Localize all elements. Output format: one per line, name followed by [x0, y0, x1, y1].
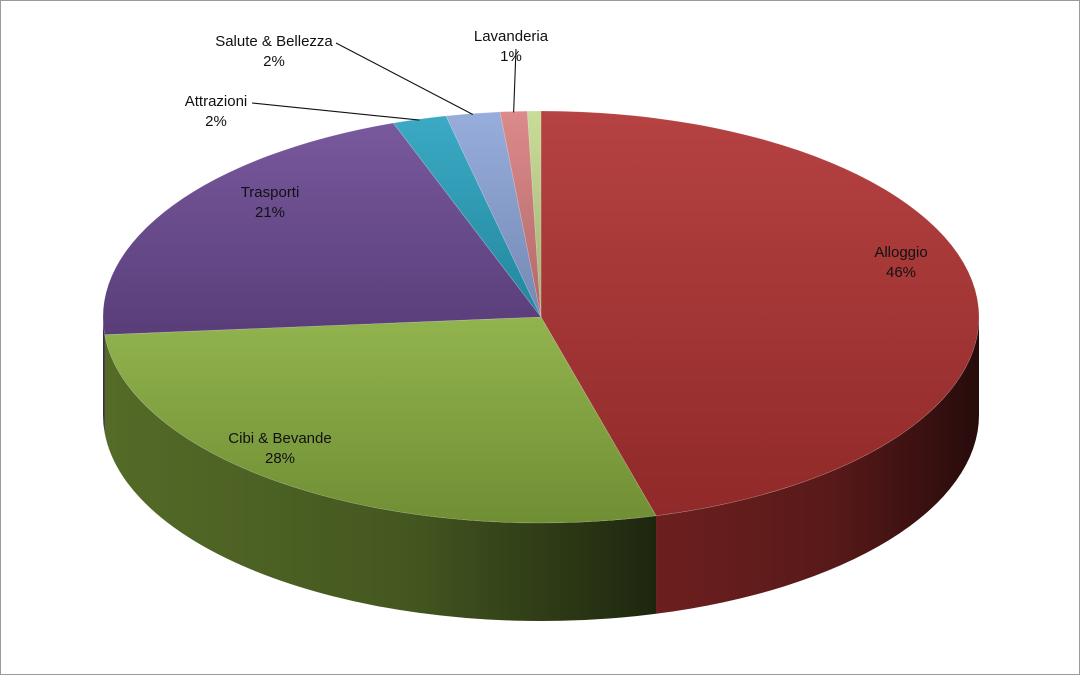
pie-side-1 — [104, 334, 657, 621]
slice-percent-0: 46% — [886, 264, 916, 281]
pie-slice-2 — [102, 122, 542, 335]
slice-percent-2: 21% — [255, 204, 285, 221]
slice-percent-1: 28% — [265, 450, 295, 467]
leader-line-3 — [251, 102, 420, 121]
leader-lines — [251, 42, 517, 121]
pie-slice-3 — [392, 115, 542, 318]
slice-percent-4: 2% — [263, 53, 285, 70]
slice-label-1: Cibi & Bevande — [228, 430, 331, 447]
slice-label-4: Salute & Bellezza — [215, 33, 333, 50]
slice-percent-5: 1% — [500, 48, 522, 65]
slice-label-2: Trasporti — [241, 184, 300, 201]
pie-slice-4 — [445, 111, 542, 318]
pie-top — [102, 110, 980, 524]
slice-label-5: Lavanderia — [474, 28, 549, 45]
pie-slice-6 — [526, 110, 542, 318]
data-labels: Alloggio 46% Cibi & Bevande 28% Trasporti 21%… — [185, 28, 928, 467]
slice-label-3: Attrazioni — [185, 93, 248, 110]
leader-line-4 — [335, 42, 474, 115]
slice-percent-3: 2% — [205, 113, 227, 130]
slice-label-0: Alloggio — [874, 244, 927, 261]
pie-side-2 — [103, 317, 105, 433]
pie-sides — [103, 317, 979, 621]
leader-line-5 — [513, 48, 517, 113]
pie-slice-1 — [104, 316, 657, 524]
pie-slice-0 — [540, 110, 980, 517]
pie-side-0 — [656, 317, 979, 614]
